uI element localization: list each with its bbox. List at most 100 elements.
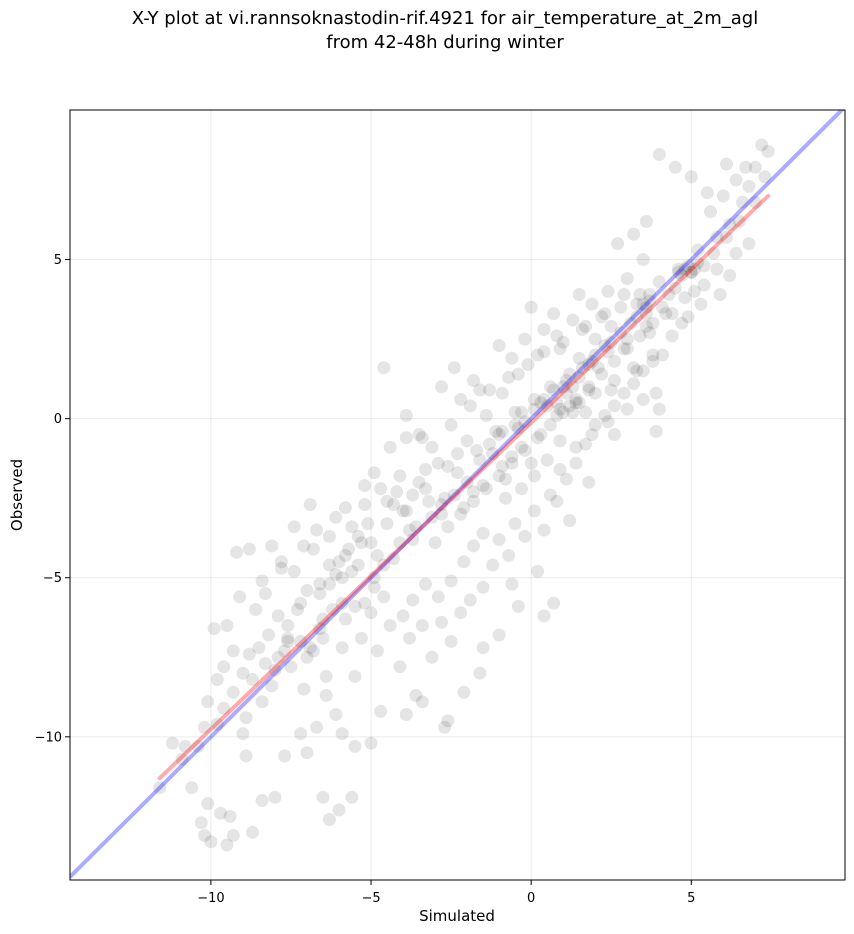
data-point	[575, 323, 589, 336]
data-point	[579, 405, 593, 419]
identity-line	[70, 110, 845, 879]
y-tick-label: −5	[43, 571, 62, 586]
data-point	[505, 351, 519, 365]
data-point	[527, 393, 541, 406]
data-point	[236, 666, 250, 680]
data-point	[435, 507, 448, 521]
data-point	[406, 533, 420, 546]
data-point	[736, 195, 749, 209]
data-point	[316, 790, 330, 804]
data-point	[271, 609, 285, 623]
data-point	[220, 619, 234, 632]
data-point	[223, 809, 237, 823]
data-point	[441, 459, 455, 473]
data-point	[294, 634, 308, 648]
data-point	[515, 440, 528, 454]
data-point	[611, 237, 625, 251]
data-point	[319, 669, 333, 683]
data-point	[399, 708, 413, 721]
data-point	[646, 354, 660, 368]
data-point	[425, 440, 439, 454]
data-point	[236, 727, 250, 741]
data-point	[332, 803, 346, 817]
data-point	[748, 160, 762, 174]
data-point	[415, 695, 429, 709]
data-point	[688, 284, 701, 298]
data-point	[691, 243, 705, 257]
data-point	[585, 354, 599, 368]
data-point	[515, 482, 528, 496]
data-point	[322, 813, 336, 826]
data-point	[412, 475, 426, 489]
data-point	[620, 272, 634, 286]
data-point	[591, 361, 605, 375]
data-point	[518, 444, 532, 457]
data-point	[246, 825, 259, 839]
data-point	[268, 790, 282, 804]
data-point	[306, 644, 320, 658]
data-point	[563, 367, 577, 381]
data-point	[387, 552, 400, 566]
data-point	[492, 533, 506, 546]
data-point	[675, 316, 689, 330]
data-point	[201, 797, 215, 811]
data-point	[310, 720, 324, 734]
data-point	[531, 431, 545, 445]
data-point	[463, 399, 477, 413]
data-point	[742, 179, 756, 193]
data-point	[614, 326, 628, 340]
data-point	[620, 332, 634, 346]
data-point	[662, 288, 676, 301]
data-point	[310, 523, 324, 537]
data-point	[217, 701, 231, 715]
data-point	[281, 619, 295, 632]
data-point	[729, 173, 743, 187]
data-point	[313, 577, 327, 591]
x-tick-label: −10	[197, 891, 224, 906]
data-point	[419, 482, 432, 496]
data-point	[681, 310, 695, 324]
data-point	[502, 549, 516, 562]
data-point	[704, 205, 717, 219]
data-point	[399, 431, 413, 445]
data-point	[604, 383, 618, 397]
data-point	[348, 669, 362, 683]
chart-title: X-Y plot at vi.rannsoknastodin-rif.4921 …	[132, 8, 758, 29]
data-point	[435, 498, 448, 511]
data-point	[278, 749, 292, 763]
data-point	[620, 342, 634, 356]
y-axis-ticks: −10 −5 0 5	[35, 253, 70, 745]
data-point	[377, 590, 391, 604]
data-point	[556, 380, 570, 394]
data-point	[316, 631, 330, 645]
data-point	[255, 794, 269, 807]
data-point	[508, 418, 522, 432]
data-point	[694, 297, 708, 311]
data-point	[463, 593, 477, 607]
data-point	[636, 364, 650, 378]
data-point	[281, 634, 295, 648]
data-point	[495, 459, 509, 473]
data-point	[367, 580, 381, 594]
data-point	[460, 434, 474, 448]
data-point	[649, 424, 663, 438]
y-axis-label: Observed	[8, 459, 26, 531]
data-point	[492, 628, 506, 642]
data-point	[652, 275, 666, 289]
data-point	[569, 396, 583, 410]
data-point	[524, 456, 538, 470]
data-point	[403, 523, 416, 537]
data-point	[406, 593, 420, 607]
data-point	[495, 424, 509, 438]
data-point	[451, 466, 464, 480]
data-point	[639, 307, 653, 321]
data-point	[511, 367, 525, 381]
data-point	[345, 790, 359, 804]
data-point	[265, 679, 279, 693]
data-point	[271, 650, 285, 664]
data-point	[457, 555, 471, 569]
data-point	[739, 160, 753, 174]
data-point	[672, 265, 685, 279]
data-point	[454, 507, 468, 521]
data-point	[255, 574, 269, 588]
